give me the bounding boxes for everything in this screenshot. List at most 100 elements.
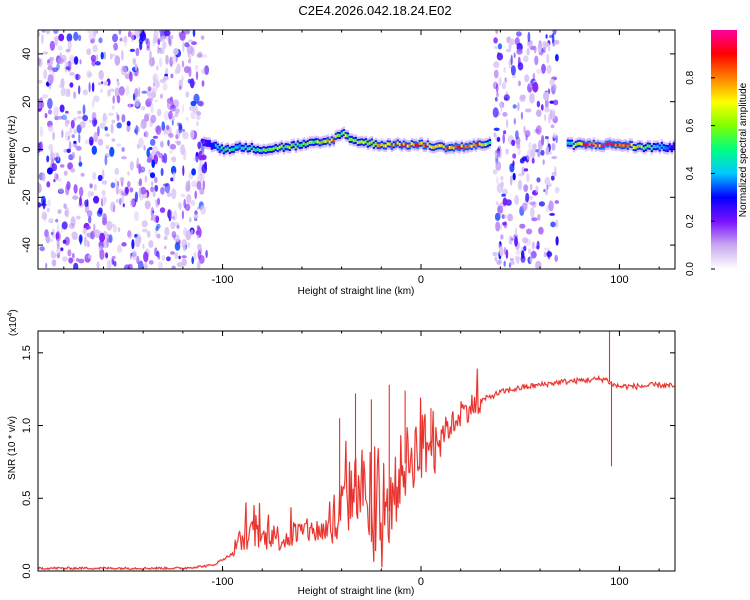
spectrogram-ridge-core — [306, 142, 310, 146]
spectrogram-noise-blob — [199, 173, 205, 182]
spectrogram-ridge-core — [392, 143, 396, 147]
spectrogram-noise-blob — [97, 174, 103, 182]
spectrogram-noise-blob — [550, 109, 556, 119]
spectrogram-noise-blob — [543, 251, 547, 258]
spectrogram-noise-blob — [150, 102, 154, 114]
spectrogram-ridge-core — [262, 148, 266, 152]
spectrogram-noise-blob — [123, 264, 130, 269]
spectrogram-noise-blob — [70, 119, 75, 129]
spectrogram-noise-blob — [142, 167, 145, 171]
spectrogram-noise-blob — [162, 82, 168, 91]
spectrogram-noise-blob — [529, 195, 533, 200]
colorbar-gradient — [711, 30, 737, 269]
spectrogram-ridge-core — [328, 140, 332, 144]
spectrogram-noise-blob — [78, 133, 81, 144]
spectrogram-noise-blob — [48, 125, 54, 132]
spectrogram-noise-blob — [498, 77, 502, 87]
spectrogram-noise-blob — [110, 53, 116, 57]
spectrogram-noise-blob — [78, 258, 85, 264]
spectrogram-ridge-core — [594, 144, 598, 148]
spectrogram-noise-blob — [170, 251, 175, 255]
spectrogram-noise-blob — [186, 194, 192, 204]
spectrogram-noise-blob — [143, 251, 149, 263]
spectrogram-noise-blob — [77, 110, 82, 115]
spectrogram-noise-blob — [79, 186, 84, 197]
spectrogram-noise-blob — [65, 66, 70, 70]
spectrogram-noise-blob — [160, 93, 163, 99]
spectrogram-noise-blob — [78, 234, 83, 243]
spectrogram-noise-blob — [166, 256, 171, 262]
spectrogram-ridge-core — [448, 146, 452, 150]
spectrogram-ridge-core — [292, 142, 296, 147]
spectrogram-noise-blob — [82, 89, 88, 96]
spectrogram-noise-blob — [503, 66, 506, 73]
spectrogram-noise-blob — [91, 99, 95, 109]
spectrogram-noise-blob — [527, 248, 532, 255]
spectrogram-ridge-core — [580, 142, 584, 146]
spectrogram-ridge-core — [408, 144, 412, 148]
spectrogram-ridge-core — [442, 145, 446, 149]
spectrogram-noise-blob — [549, 212, 555, 216]
spectrogram-noise-blob — [204, 65, 210, 75]
spectrogram-ridge-core — [656, 144, 660, 148]
spectrogram-ridge-core — [412, 143, 416, 147]
spectrogram-noise-blob — [185, 184, 191, 192]
spectrogram-noise-blob — [538, 201, 546, 207]
spectrogram-noise-blob — [168, 133, 174, 138]
spectrogram-noise-blob — [107, 89, 111, 97]
spectrogram-noise-blob — [521, 202, 528, 212]
spectrogram-noise-blob — [148, 240, 154, 248]
spectrogram-ridge-core — [380, 143, 384, 147]
spectrogram-noise-blob — [152, 38, 155, 46]
spectrogram-noise-blob — [92, 44, 98, 53]
spectrogram-noise-blob — [189, 105, 194, 111]
spectrogram-noise-blob — [65, 61, 69, 67]
spectrogram-noise-blob — [106, 259, 112, 269]
spectrogram-noise-blob — [172, 115, 175, 122]
spectrogram-noise-blob — [167, 139, 170, 147]
spectrogram-noise-blob — [67, 162, 73, 170]
spectrogram-ridge-core — [668, 145, 672, 149]
spectrogram-ridge-core — [568, 141, 572, 145]
spectrogram-noise-blob — [531, 217, 538, 222]
spectrogram-noise-blob — [535, 185, 539, 193]
y-tick-label: -20 — [21, 189, 33, 205]
spectrogram-noise-blob — [190, 229, 194, 235]
spectrogram-noise-blob — [546, 251, 553, 258]
spectrogram-noise-blob — [553, 39, 560, 45]
snr-background — [38, 331, 675, 571]
colorbar-label: Normalized spectral amplitude — [738, 82, 749, 217]
spectrogram-noise-blob — [112, 33, 118, 43]
spectrogram-noise-blob — [494, 133, 498, 139]
spectrogram-noise-blob — [46, 207, 50, 213]
spectrogram-noise-blob — [150, 91, 157, 99]
spectrogram-noise-blob — [50, 252, 57, 259]
spectrogram-ridge-core — [278, 145, 282, 149]
spectrogram-ridge-core — [644, 146, 648, 150]
spectrogram-ridge-core — [434, 145, 438, 149]
spectrogram-noise-blob — [64, 236, 70, 246]
spectrogram-noise-blob — [510, 260, 515, 265]
spectrogram-noise-blob — [53, 30, 59, 34]
spectrogram-noise-blob — [93, 119, 98, 125]
spectrogram-noise-blob — [503, 94, 510, 101]
spectrogram-noise-blob — [511, 139, 516, 146]
spectrogram-noise-blob — [124, 38, 127, 47]
spectrogram-noise-blob — [535, 125, 542, 135]
x-tick-label: 100 — [610, 274, 628, 286]
spectrogram-noise-blob — [196, 120, 199, 127]
spectrogram-noise-blob — [548, 200, 554, 212]
spectrogram-ridge-core — [314, 140, 318, 144]
spectrogram-noise-blob — [146, 157, 152, 163]
spectrogram-noise-blob — [44, 113, 48, 119]
spectrogram-ridge-core — [312, 140, 316, 144]
spectrogram-noise-blob — [152, 210, 155, 214]
snr-y-scale-label: (x104) — [7, 309, 19, 336]
spectrogram-noise-blob — [108, 234, 113, 244]
spectrogram-ridge-core — [272, 147, 276, 151]
spectrogram-noise-blob — [548, 113, 551, 124]
spectrogram-ridge-core — [410, 142, 414, 146]
spectrogram-noise-blob — [85, 254, 88, 259]
spectrogram-ridge-core — [246, 147, 250, 151]
spectrogram-noise-blob — [546, 64, 552, 74]
